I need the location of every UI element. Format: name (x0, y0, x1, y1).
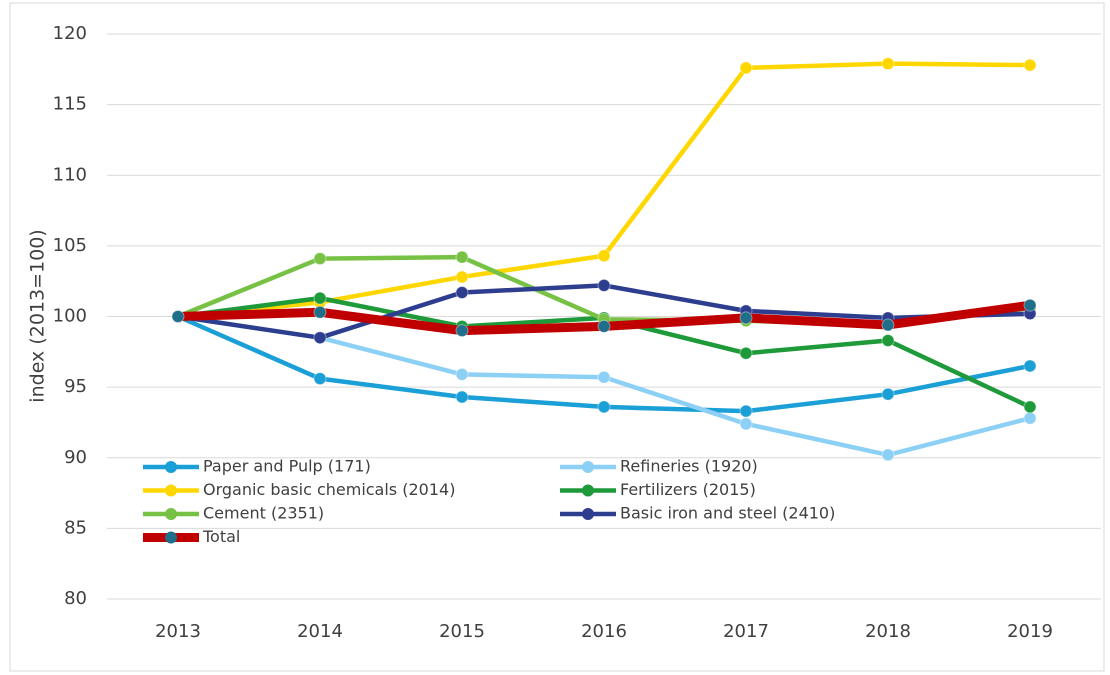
y-tick-label: 85 (64, 517, 87, 538)
data-point (597, 319, 611, 333)
legend-label: Basic iron and steel (2410) (620, 504, 835, 523)
y-tick-label: 105 (53, 235, 87, 256)
legend-label: Cement (2351) (203, 504, 324, 523)
data-point (881, 334, 895, 348)
legend-label: Organic basic chemicals (2014) (203, 480, 455, 499)
legend-marker (165, 531, 177, 544)
legend-label: Refineries (1920) (620, 457, 758, 476)
data-point (455, 285, 469, 299)
data-point (597, 400, 611, 414)
x-tick-label: 2014 (297, 621, 343, 642)
data-point (739, 417, 753, 431)
data-point (313, 372, 327, 386)
data-point (455, 270, 469, 284)
data-point (881, 57, 895, 71)
x-tick-label: 2016 (581, 621, 627, 642)
y-tick-label: 110 (53, 164, 87, 185)
y-axis-label: index (2013=100) (27, 229, 49, 402)
y-tick-label: 80 (64, 588, 87, 609)
data-point (881, 318, 895, 332)
data-point (1023, 411, 1037, 425)
data-point (739, 346, 753, 360)
y-tick-label: 90 (64, 447, 87, 468)
legend-label: Paper and Pulp (171) (203, 457, 371, 476)
data-point (455, 390, 469, 404)
y-tick-label: 95 (64, 376, 87, 397)
data-point (1023, 359, 1037, 373)
data-point (881, 387, 895, 401)
data-point (455, 367, 469, 381)
data-point (313, 252, 327, 266)
legend-marker (582, 484, 594, 497)
x-tick-label: 2019 (1007, 621, 1053, 642)
data-point (597, 249, 611, 263)
chart-border (9, 2, 1105, 672)
data-point (313, 291, 327, 305)
y-tick-label: 115 (53, 94, 87, 115)
data-point (1023, 298, 1037, 312)
legend-label: Fertilizers (2015) (620, 480, 756, 499)
legend-marker (165, 508, 177, 520)
legend-label: Total (202, 527, 240, 546)
data-point (881, 448, 895, 462)
data-point (1023, 400, 1037, 414)
data-point (313, 331, 327, 345)
data-point (739, 61, 753, 75)
data-point (1023, 58, 1037, 72)
legend-marker (582, 508, 594, 520)
data-point (171, 310, 185, 323)
x-tick-label: 2017 (723, 621, 769, 642)
x-tick-label: 2013 (155, 621, 201, 642)
legend-marker (165, 484, 177, 497)
legend-marker (582, 461, 594, 473)
data-point (455, 250, 469, 264)
y-tick-label: 100 (53, 306, 87, 327)
data-point (455, 324, 469, 338)
data-point (739, 311, 753, 325)
data-point (313, 305, 327, 319)
data-point (739, 404, 753, 418)
legend-marker (165, 461, 177, 473)
data-point (597, 370, 611, 384)
x-tick-label: 2015 (439, 621, 485, 642)
data-point (597, 278, 611, 292)
x-tick-label: 2018 (865, 621, 911, 642)
y-tick-label: 120 (53, 23, 87, 44)
